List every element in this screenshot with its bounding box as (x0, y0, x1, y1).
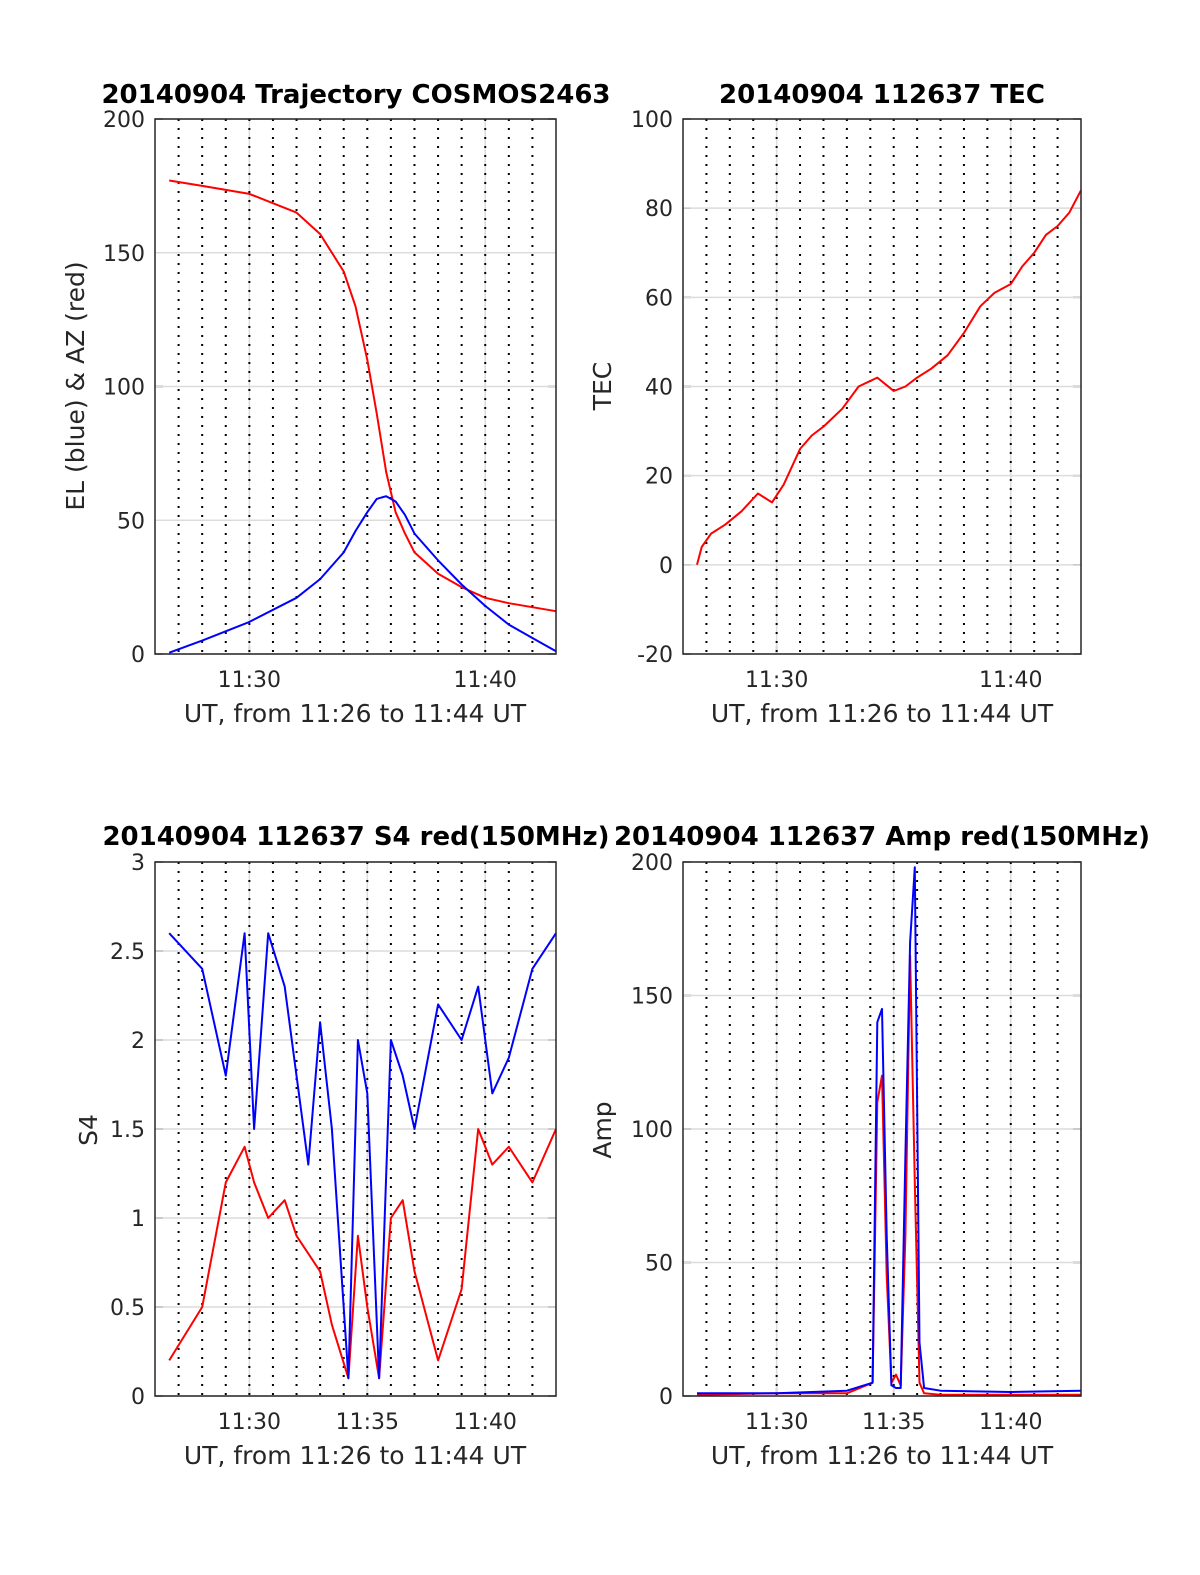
x-tick-label: 11:40 (979, 668, 1042, 693)
chart-amp: 20140904 112637 Amp red(150MHz) 0 50 100 15… (588, 822, 1150, 1470)
x-tick-label: 11:30 (218, 668, 281, 693)
chart-title-tec: 20140904 112637 TEC (719, 80, 1045, 110)
s4-plot-area (154, 861, 557, 1397)
y-tick-label: 40 (645, 376, 673, 401)
axes-frame (154, 118, 557, 655)
y-axis-label-amp: Amp (588, 1101, 617, 1158)
chart-title-s4: 20140904 112637 S4 red(150MHz) (102, 822, 609, 852)
series-line-red (696, 189, 1082, 566)
y-tick-label: 60 (645, 286, 673, 311)
chart-s4: 20140904 112637 S4 red(150MHz) 0 0.5 1 1.5 2… (74, 822, 610, 1470)
y-tick-label: 200 (631, 851, 673, 876)
y-tick-label: 2.5 (110, 940, 145, 965)
y-tick-label: 200 (103, 108, 145, 133)
chart-trajectory: 20140904 Trajectory COSMOS2463 0 50 100 150… (61, 80, 611, 728)
y-tick-label: 50 (645, 1252, 673, 1277)
x-tick-label: 11:30 (745, 1410, 808, 1435)
series-line-red (169, 179, 557, 613)
y-tick-label: 1 (131, 1207, 145, 1232)
y-tick-label: 0.5 (110, 1296, 145, 1321)
chart-tec: 20140904 112637 TEC -20 0 20 40 60 80 100 11:30… (588, 80, 1082, 728)
y-tick-label: 0 (659, 1385, 673, 1410)
axes-frame (682, 861, 1082, 1397)
series-line-blue (168, 495, 557, 654)
chart-title-amp: 20140904 112637 Amp red(150MHz) (614, 822, 1150, 852)
series-line-blue (697, 866, 1082, 1395)
y-tick-label: 150 (631, 985, 673, 1010)
y-tick-label: 50 (117, 509, 145, 534)
y-tick-label: 20 (645, 465, 673, 490)
x-tick-label: 11:40 (454, 668, 517, 693)
y-tick-label: 2 (131, 1029, 145, 1054)
amp-ticks: 0 50 100 150 200 11:30 11:35 11:40 (631, 851, 1081, 1435)
tec-ticks: -20 0 20 40 60 80 100 11:30 11:40 (631, 108, 1081, 693)
x-tick-label: 11:35 (862, 1410, 925, 1435)
y-tick-label: 100 (631, 108, 673, 133)
y-axis-label-tec: TEC (588, 362, 617, 412)
axes-frame (154, 861, 557, 1397)
y-tick-label: 100 (103, 376, 145, 401)
axes-frame (682, 118, 1082, 655)
y-axis-label-s4: S4 (74, 1114, 103, 1146)
x-tick-label: 11:40 (979, 1410, 1042, 1435)
y-tick-label: 0 (659, 554, 673, 579)
y-tick-label: 0 (131, 643, 145, 668)
y-tick-label: 80 (645, 197, 673, 222)
x-tick-label: 11:40 (454, 1410, 517, 1435)
x-tick-label: 11:30 (745, 668, 808, 693)
x-axis-label-trajectory: UT, from 11:26 to 11:44 UT (184, 699, 527, 728)
y-tick-label: 3 (131, 851, 145, 876)
x-tick-label: 11:30 (218, 1410, 281, 1435)
amp-plot-area (682, 861, 1082, 1397)
s4-ticks: 0 0.5 1 1.5 2 2.5 3 11:30 11:35 11:40 (110, 851, 556, 1435)
y-tick-label: 0 (131, 1385, 145, 1410)
x-axis-label-s4: UT, from 11:26 to 11:44 UT (184, 1441, 527, 1470)
y-tick-label: 100 (631, 1118, 673, 1143)
y-tick-label: 1.5 (110, 1118, 145, 1143)
series-line-red (168, 1128, 557, 1380)
series-line-blue (168, 932, 557, 1380)
y-tick-label: -20 (637, 643, 673, 668)
x-axis-label-tec: UT, from 11:26 to 11:44 UT (711, 699, 1054, 728)
trajectory-plot-area (154, 118, 557, 655)
chart-title-trajectory: 20140904 Trajectory COSMOS2463 (101, 80, 610, 110)
trajectory-ticks: 0 50 100 150 200 11:30 11:40 (103, 108, 556, 693)
x-tick-label: 11:35 (336, 1410, 399, 1435)
y-axis-label-trajectory: EL (blue) & AZ (red) (61, 261, 90, 510)
y-tick-label: 150 (103, 242, 145, 267)
tec-plot-area (682, 118, 1082, 655)
x-axis-label-amp: UT, from 11:26 to 11:44 UT (711, 1441, 1054, 1470)
